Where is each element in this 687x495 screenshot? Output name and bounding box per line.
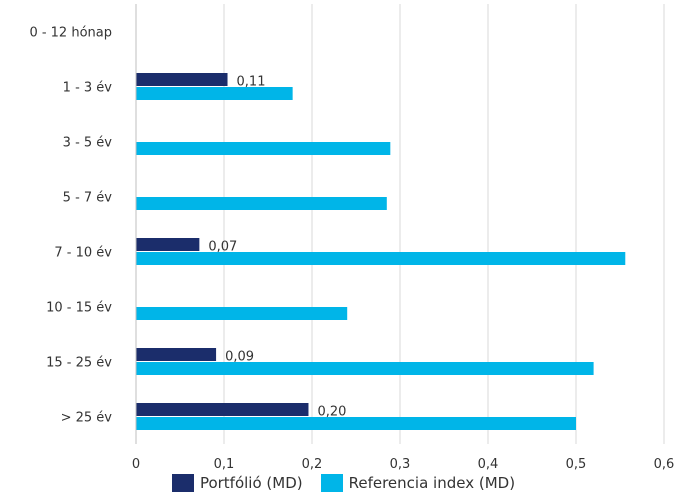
bar-reference [136,417,576,430]
chart: 0 0,1 0,2 0,3 0,4 0,5 0,6 0 - 12 hónap 1 - 3 év 3… [29,4,675,470]
bar-reference [136,307,348,320]
category-label: 3 - 5 év [63,136,113,151]
x-tick-label: 0,4 [478,457,499,470]
legend-item-reference: Referencia index (MD) [320,473,516,492]
data-label-portfolio: 0,07 [208,240,237,255]
bar-reference [136,142,391,155]
x-tick-label: 0,1 [214,457,235,470]
legend-swatch-portfolio [171,473,194,492]
bar-reference [136,87,293,100]
bar-portfolio [136,238,200,251]
data-label-portfolio: 0,09 [225,350,254,365]
legend-label-portfolio: Portfólió (MD) [199,473,303,492]
bar-reference [136,197,387,210]
bar-portfolio [136,348,217,361]
category-label: 5 - 7 év [63,191,113,206]
bar-reference [136,252,626,265]
data-label-portfolio: 0,20 [317,405,346,420]
category-label: 10 - 15 év [46,301,112,316]
bar-reference [136,362,594,375]
legend-label-reference: Referencia index (MD) [348,473,516,492]
category-label: 15 - 25 év [46,356,112,371]
legend-swatch-reference [320,473,343,492]
x-tick-label: 0,3 [390,457,411,470]
legend-item-portfolio: Portfólió (MD) [171,473,303,492]
category-label: > 25 év [61,411,113,426]
x-tick-label: 0 [132,457,140,470]
category-label: 1 - 3 év [63,81,113,96]
category-label: 0 - 12 hónap [29,26,112,41]
category-label: 7 - 10 év [54,246,112,261]
x-tick-label: 0,2 [302,457,323,470]
x-tick-label: 0,5 [566,457,587,470]
legend: Portfólió (MD) Referencia index (MD) [0,470,687,495]
x-tick-label: 0,6 [654,457,675,470]
bar-portfolio [136,73,228,86]
bar-portfolio [136,403,309,416]
data-label-portfolio: 0,11 [237,75,266,90]
